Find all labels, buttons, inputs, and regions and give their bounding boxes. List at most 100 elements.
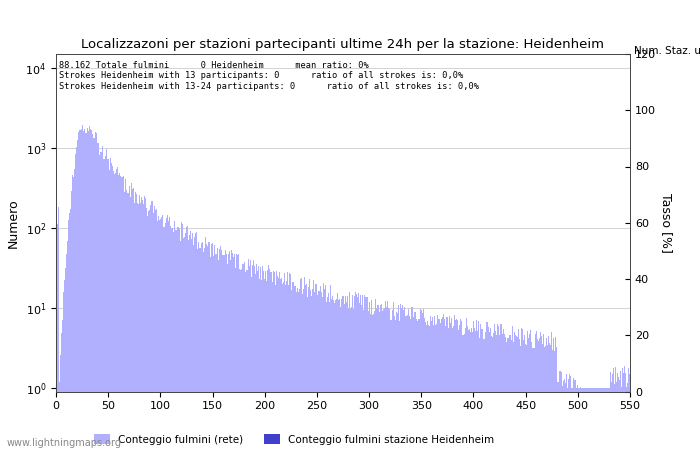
Bar <box>293 282 295 450</box>
Bar <box>553 338 554 450</box>
Bar <box>180 241 181 450</box>
Bar <box>190 231 191 450</box>
Bar <box>386 306 387 450</box>
Bar <box>188 240 189 450</box>
Bar <box>63 292 64 450</box>
Bar <box>307 297 308 450</box>
Bar <box>472 332 473 450</box>
Bar <box>118 175 119 450</box>
Bar <box>571 388 572 450</box>
Bar <box>213 256 214 450</box>
Bar <box>419 319 420 450</box>
Bar <box>80 129 82 450</box>
Bar <box>210 257 211 450</box>
Bar <box>216 254 217 450</box>
Bar <box>370 315 371 450</box>
Bar <box>538 341 539 450</box>
Bar <box>615 367 616 450</box>
Bar <box>458 330 459 450</box>
Bar <box>314 292 315 450</box>
Bar <box>592 388 593 450</box>
Bar <box>215 254 216 450</box>
Bar <box>357 297 358 450</box>
Bar <box>475 332 476 450</box>
Bar <box>454 315 455 450</box>
Bar <box>435 325 436 450</box>
Bar <box>545 346 546 450</box>
Bar <box>88 131 89 450</box>
Bar <box>305 285 306 450</box>
Bar <box>533 348 535 450</box>
Bar <box>297 288 298 450</box>
Bar <box>172 228 174 450</box>
Bar <box>446 317 447 450</box>
Bar <box>158 216 159 450</box>
Bar <box>151 201 153 450</box>
Bar <box>121 177 122 450</box>
Bar <box>214 244 215 450</box>
Bar <box>122 177 123 450</box>
Bar <box>85 133 87 450</box>
Bar <box>244 262 246 450</box>
Bar <box>561 386 563 450</box>
Bar <box>246 270 248 450</box>
Bar <box>626 387 627 450</box>
Bar <box>337 293 338 450</box>
Bar <box>393 316 395 450</box>
Title: Localizzazoni per stazioni partecipanti ultime 24h per la stazione: Heidenheim: Localizzazoni per stazioni partecipanti … <box>81 38 605 51</box>
Bar <box>256 264 257 450</box>
Bar <box>465 328 466 450</box>
Bar <box>363 310 365 450</box>
Bar <box>257 271 258 450</box>
Bar <box>300 279 301 450</box>
Bar <box>599 388 601 450</box>
Bar <box>430 316 431 450</box>
Bar <box>66 254 67 450</box>
Bar <box>252 266 253 450</box>
Bar <box>71 191 72 450</box>
Bar <box>566 374 567 450</box>
Bar <box>283 282 284 450</box>
Bar <box>328 292 329 450</box>
Bar <box>83 130 84 450</box>
Bar <box>303 289 304 450</box>
Bar <box>619 380 620 450</box>
Bar <box>453 326 454 450</box>
Bar <box>602 388 603 450</box>
Bar <box>358 293 359 450</box>
Bar <box>147 216 148 450</box>
Bar <box>238 254 239 450</box>
Bar <box>99 155 100 450</box>
Bar <box>580 387 582 450</box>
Bar <box>568 379 569 450</box>
Bar <box>278 278 279 450</box>
Bar <box>408 309 409 450</box>
Bar <box>369 302 370 450</box>
Bar <box>540 333 541 450</box>
Bar <box>501 324 502 450</box>
Bar <box>295 292 297 450</box>
Bar <box>537 338 538 450</box>
Bar <box>620 370 621 450</box>
Bar <box>184 237 185 450</box>
Bar <box>68 220 69 450</box>
Bar <box>217 248 218 450</box>
Bar <box>374 299 376 450</box>
Bar <box>526 345 527 450</box>
Bar <box>230 260 231 450</box>
Bar <box>379 312 380 450</box>
Bar <box>382 311 383 450</box>
Bar <box>601 388 602 450</box>
Bar <box>161 216 162 450</box>
Bar <box>218 260 219 450</box>
Bar <box>352 294 353 450</box>
Bar <box>176 227 178 450</box>
Bar <box>449 316 450 450</box>
Bar <box>160 219 161 450</box>
Bar <box>91 130 92 450</box>
Bar <box>614 384 615 450</box>
Bar <box>348 308 349 450</box>
Bar <box>112 166 113 450</box>
Bar <box>365 297 367 450</box>
Bar <box>162 215 163 450</box>
